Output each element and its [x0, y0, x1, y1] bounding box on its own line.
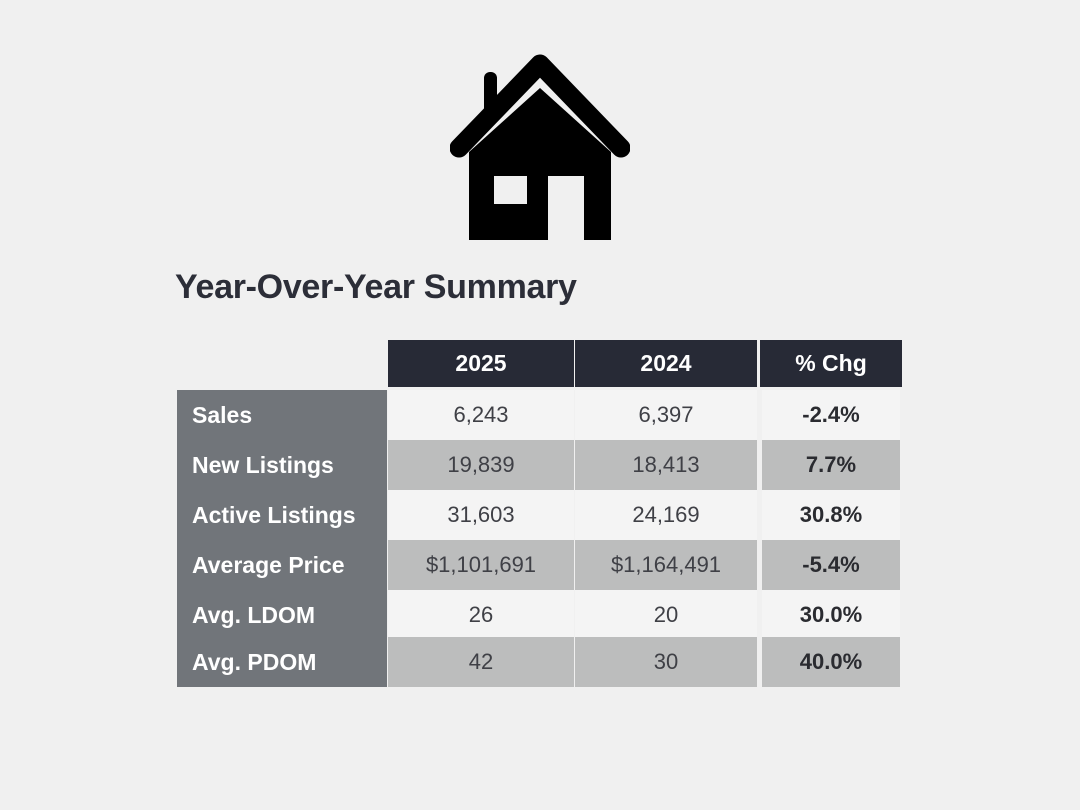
value-2024: 20	[575, 590, 757, 640]
house-icon	[450, 54, 630, 242]
column-header-2025: 2025	[388, 340, 574, 387]
row-label: Sales	[177, 390, 387, 440]
value-pct-change: 40.0%	[762, 637, 900, 687]
value-2025: $1,101,691	[388, 540, 574, 590]
value-pct-change: 30.8%	[762, 490, 900, 540]
value-2024: 24,169	[575, 490, 757, 540]
value-pct-change: 7.7%	[762, 440, 900, 490]
value-pct-change: -5.4%	[762, 540, 900, 590]
column-header-2024: 2024	[575, 340, 757, 387]
value-2025: 26	[388, 590, 574, 640]
row-label: Avg. LDOM	[177, 590, 387, 640]
value-2024: 30	[575, 637, 757, 687]
page-title: Year-Over-Year Summary	[175, 268, 577, 306]
row-label: Active Listings	[177, 490, 387, 540]
column-header-pct-change: % Chg	[760, 340, 902, 387]
value-2024: 18,413	[575, 440, 757, 490]
row-label: Average Price	[177, 540, 387, 590]
value-2024: $1,164,491	[575, 540, 757, 590]
row-label: Avg. PDOM	[177, 637, 387, 687]
value-2025: 31,603	[388, 490, 574, 540]
row-label: New Listings	[177, 440, 387, 490]
value-2025: 6,243	[388, 390, 574, 440]
value-2025: 42	[388, 637, 574, 687]
value-pct-change: 30.0%	[762, 590, 900, 640]
value-pct-change: -2.4%	[762, 390, 900, 440]
value-2024: 6,397	[575, 390, 757, 440]
value-2025: 19,839	[388, 440, 574, 490]
